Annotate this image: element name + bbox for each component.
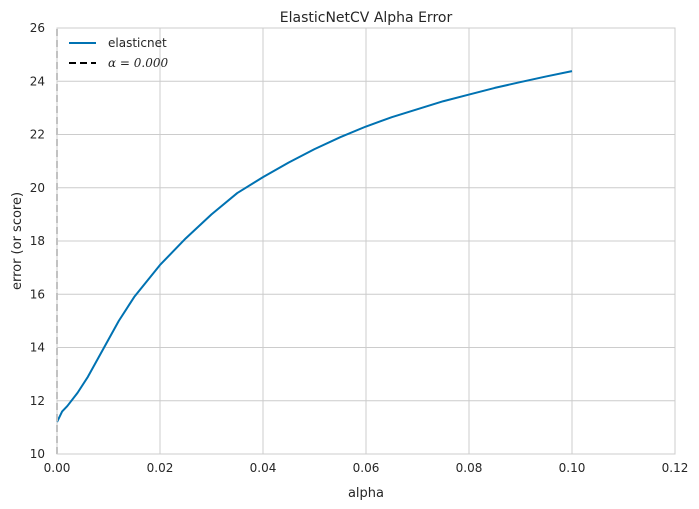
y-tick-label: 24 [30,74,45,88]
y-tick-label: 16 [30,287,45,301]
x-tick-label: 0.10 [559,461,586,475]
legend: elasticnet α = 0.000 [69,36,169,70]
x-tick-label: 0.04 [250,461,277,475]
x-tick-label: 0.02 [147,461,174,475]
chart-title: ElasticNetCV Alpha Error [280,10,453,26]
y-axis-label: error (or score) [10,192,25,290]
x-tick-label: 0.06 [353,461,380,475]
y-tick-label: 14 [30,341,45,355]
x-axis-label: alpha [348,486,384,501]
y-tick-label: 10 [30,447,45,461]
x-tick-label: 0.12 [662,461,689,475]
x-tick-label: 0.08 [456,461,483,475]
grid [56,27,676,455]
x-tick-label: 0.00 [44,461,71,475]
y-tick-label: 18 [30,234,45,248]
y-tick-label: 22 [30,128,45,142]
plot-frame [56,27,676,455]
y-tick-label: 20 [30,181,45,195]
legend-label: α = 0.000 [108,56,169,70]
y-tick-label: 12 [30,394,45,408]
series-line-elasticnet [56,70,573,423]
y-tick-label: 26 [30,21,45,35]
legend-label: elasticnet [108,36,167,50]
axes: 0.00 0.02 0.04 0.06 0.08 0.10 0.12 10 12 14 16 18 20… [30,21,689,475]
